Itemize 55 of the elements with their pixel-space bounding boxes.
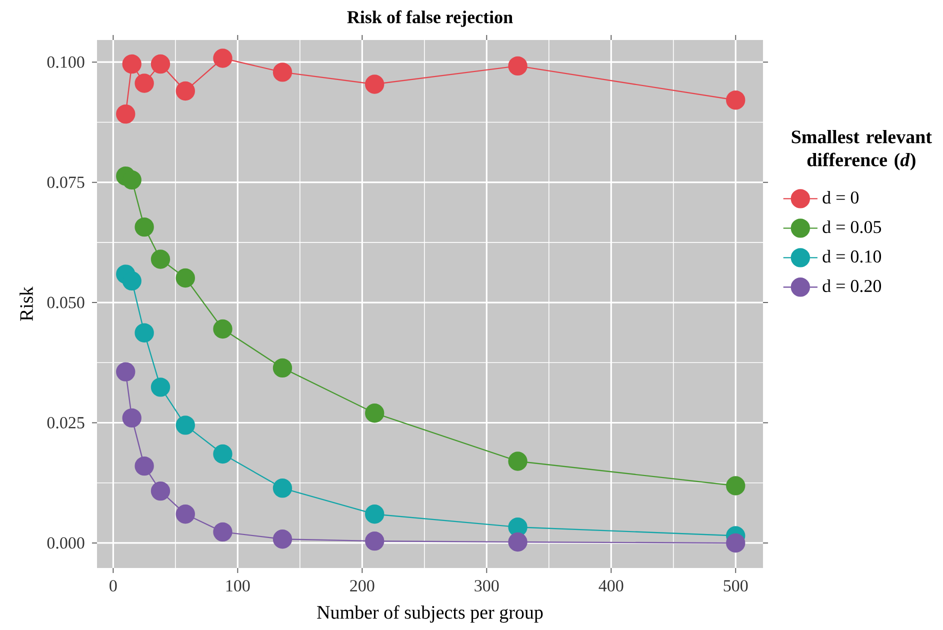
point xyxy=(176,81,195,101)
point xyxy=(150,250,170,269)
point xyxy=(365,404,384,423)
point xyxy=(365,504,384,524)
point xyxy=(213,444,232,464)
point xyxy=(134,74,154,93)
point xyxy=(213,319,232,339)
point xyxy=(122,170,142,190)
point xyxy=(726,90,746,110)
x-axis-title: Number of subjects per group xyxy=(317,605,543,623)
point xyxy=(272,62,292,82)
point xyxy=(365,74,384,94)
point xyxy=(134,456,154,476)
x-tick-label: 200 xyxy=(350,580,374,592)
x-tick-label: 300 xyxy=(474,580,499,592)
point xyxy=(176,416,195,435)
y-axis-title: Risk xyxy=(20,286,33,321)
point xyxy=(272,358,292,378)
x-tick-label: 0 xyxy=(110,580,117,592)
x-tick-label: 400 xyxy=(598,580,624,592)
point xyxy=(150,481,170,501)
point xyxy=(150,378,170,397)
point xyxy=(726,476,746,496)
point xyxy=(176,268,195,288)
legend-title: Smallest relevant difference (d) xyxy=(792,130,932,170)
point xyxy=(122,408,142,428)
legend-label: d = 0.20 xyxy=(822,279,882,292)
point xyxy=(213,48,232,68)
y-tick-label: 0.075 xyxy=(47,176,84,188)
y-tick-label: 0.025 xyxy=(47,417,84,429)
point xyxy=(176,504,195,524)
point xyxy=(134,217,154,237)
y-tick-label: 0.050 xyxy=(47,296,84,308)
point xyxy=(150,54,170,74)
point xyxy=(122,54,142,74)
chart-title: Risk of false rejection xyxy=(347,10,513,27)
point xyxy=(116,104,136,124)
point xyxy=(134,323,154,342)
point xyxy=(272,478,292,498)
point xyxy=(365,531,384,551)
y-tick-label: 0.000 xyxy=(47,537,84,549)
legend-label: d = 0 xyxy=(822,190,859,204)
point xyxy=(508,56,528,76)
x-tick-label: 100 xyxy=(226,580,250,592)
point xyxy=(508,452,528,471)
point xyxy=(508,532,528,552)
x-tick-label: 500 xyxy=(724,580,748,592)
point xyxy=(272,530,292,549)
point xyxy=(122,271,142,291)
y-tick-label: 0.100 xyxy=(47,56,84,68)
legend-label: d = 0.05 xyxy=(822,220,882,234)
point xyxy=(726,533,746,553)
point xyxy=(116,362,136,382)
point xyxy=(213,522,232,542)
legend-label: d = 0.10 xyxy=(822,250,882,263)
